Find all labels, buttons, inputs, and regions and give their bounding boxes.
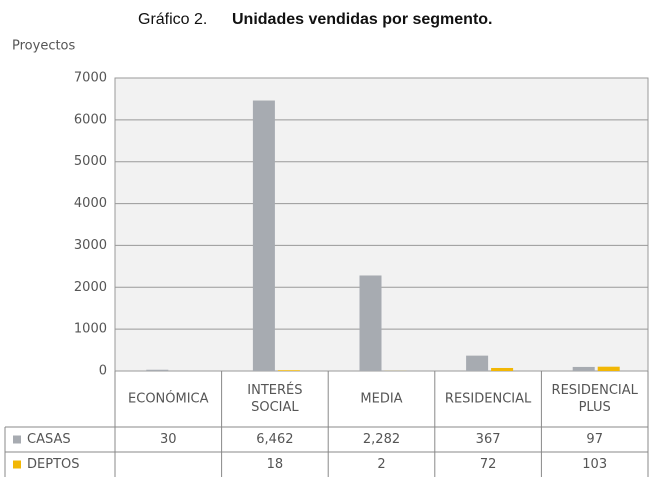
- y-axis-label: Proyectos: [12, 39, 76, 54]
- bar: [491, 367, 514, 371]
- x-tick-label: RESIDENCIAL: [445, 392, 532, 407]
- y-tick-label: 7000: [74, 71, 107, 86]
- x-tick-label: INTERÉS: [247, 382, 302, 398]
- bar: [252, 100, 275, 372]
- bar: [146, 369, 169, 371]
- bar: [466, 355, 489, 371]
- legend-label: DEPTOS: [27, 457, 80, 472]
- x-tick-label: MEDIA: [360, 392, 402, 407]
- y-tick-label: 2000: [74, 280, 107, 295]
- y-tick-label: 6000: [74, 112, 107, 127]
- data-label: 367: [476, 432, 501, 447]
- x-tick-label: PLUS: [579, 400, 611, 415]
- y-tick-label: 3000: [74, 238, 107, 253]
- bar: [359, 275, 382, 371]
- bar: [572, 366, 595, 371]
- data-label: 6,462: [256, 432, 293, 447]
- bar: [277, 370, 300, 371]
- data-label: 72: [480, 457, 497, 472]
- x-tick-label: RESIDENCIAL: [552, 383, 639, 398]
- data-label: 2,282: [363, 432, 400, 447]
- data-label: 97: [586, 432, 603, 447]
- data-label: 103: [582, 457, 607, 472]
- legend-key: [13, 460, 21, 469]
- x-tick-label: ECONÓMICA: [128, 391, 209, 407]
- x-tick-label: SOCIAL: [251, 400, 299, 415]
- data-label: 2: [377, 457, 385, 472]
- y-tick-label: 1000: [74, 322, 107, 337]
- data-label: 18: [267, 457, 284, 472]
- y-tick-label: 0: [99, 364, 107, 379]
- data-label: 30: [160, 432, 177, 447]
- legend-key: [13, 435, 21, 444]
- chart-title-bold: Unidades vendidas por segmento.: [232, 11, 493, 28]
- legend-label: CASAS: [27, 432, 71, 447]
- bar: [597, 366, 620, 371]
- chart-title: Gráfico 2.: [138, 11, 207, 28]
- y-tick-label: 4000: [74, 196, 107, 211]
- y-tick-label: 5000: [74, 154, 107, 169]
